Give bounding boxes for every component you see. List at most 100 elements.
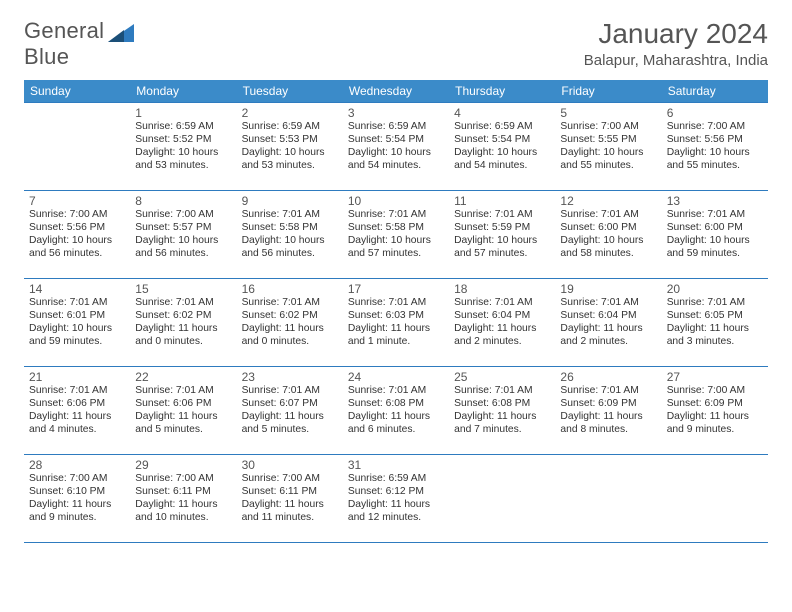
calendar-day-cell: 18Sunrise: 7:01 AMSunset: 6:04 PMDayligh…: [449, 279, 555, 367]
sunset-line: Sunset: 6:01 PM: [29, 310, 125, 323]
day-number: 10: [348, 194, 444, 208]
sunset-line: Sunset: 5:53 PM: [242, 134, 338, 147]
daylight-line: Daylight: 11 hours and 6 minutes.: [348, 411, 444, 437]
calendar-week-row: 7Sunrise: 7:00 AMSunset: 5:56 PMDaylight…: [24, 191, 768, 279]
sunrise-line: Sunrise: 6:59 AM: [242, 121, 338, 134]
day-number: 24: [348, 370, 444, 384]
calendar-day-cell: 6Sunrise: 7:00 AMSunset: 5:56 PMDaylight…: [662, 103, 768, 191]
sunrise-line: Sunrise: 6:59 AM: [348, 121, 444, 134]
sunrise-line: Sunrise: 7:01 AM: [454, 297, 550, 310]
day-number: 20: [667, 282, 763, 296]
calendar-day-cell: 25Sunrise: 7:01 AMSunset: 6:08 PMDayligh…: [449, 367, 555, 455]
daylight-line: Daylight: 10 hours and 54 minutes.: [454, 147, 550, 173]
calendar-day-cell: 16Sunrise: 7:01 AMSunset: 6:02 PMDayligh…: [237, 279, 343, 367]
daylight-line: Daylight: 11 hours and 7 minutes.: [454, 411, 550, 437]
calendar-week-row: 1Sunrise: 6:59 AMSunset: 5:52 PMDaylight…: [24, 103, 768, 191]
calendar-day-cell: 1Sunrise: 6:59 AMSunset: 5:52 PMDaylight…: [130, 103, 236, 191]
sunset-line: Sunset: 5:59 PM: [454, 222, 550, 235]
sunrise-line: Sunrise: 7:01 AM: [242, 297, 338, 310]
daylight-line: Daylight: 11 hours and 9 minutes.: [667, 411, 763, 437]
day-number: 11: [454, 194, 550, 208]
weekday-header-row: SundayMondayTuesdayWednesdayThursdayFrid…: [24, 80, 768, 103]
weekday-header: Sunday: [24, 80, 130, 103]
sunrise-line: Sunrise: 7:00 AM: [242, 473, 338, 486]
daylight-line: Daylight: 10 hours and 59 minutes.: [29, 323, 125, 349]
sunset-line: Sunset: 6:04 PM: [454, 310, 550, 323]
sunrise-line: Sunrise: 7:01 AM: [667, 209, 763, 222]
sunset-line: Sunset: 6:09 PM: [560, 398, 656, 411]
calendar-day-cell: 24Sunrise: 7:01 AMSunset: 6:08 PMDayligh…: [343, 367, 449, 455]
daylight-line: Daylight: 10 hours and 54 minutes.: [348, 147, 444, 173]
sunset-line: Sunset: 6:09 PM: [667, 398, 763, 411]
daylight-line: Daylight: 11 hours and 0 minutes.: [135, 323, 231, 349]
sunrise-line: Sunrise: 7:01 AM: [135, 297, 231, 310]
daylight-line: Daylight: 11 hours and 1 minute.: [348, 323, 444, 349]
calendar-day-cell: 23Sunrise: 7:01 AMSunset: 6:07 PMDayligh…: [237, 367, 343, 455]
sunset-line: Sunset: 6:06 PM: [29, 398, 125, 411]
day-number: 16: [242, 282, 338, 296]
sunrise-line: Sunrise: 7:01 AM: [242, 209, 338, 222]
day-number: 13: [667, 194, 763, 208]
sunrise-line: Sunrise: 6:59 AM: [348, 473, 444, 486]
daylight-line: Daylight: 10 hours and 59 minutes.: [667, 235, 763, 261]
day-number: 8: [135, 194, 231, 208]
calendar-day-cell: 4Sunrise: 6:59 AMSunset: 5:54 PMDaylight…: [449, 103, 555, 191]
sunset-line: Sunset: 6:00 PM: [667, 222, 763, 235]
daylight-line: Daylight: 10 hours and 55 minutes.: [560, 147, 656, 173]
calendar-week-row: 14Sunrise: 7:01 AMSunset: 6:01 PMDayligh…: [24, 279, 768, 367]
daylight-line: Daylight: 11 hours and 3 minutes.: [667, 323, 763, 349]
sunset-line: Sunset: 5:55 PM: [560, 134, 656, 147]
weekday-header: Saturday: [662, 80, 768, 103]
day-number: 30: [242, 458, 338, 472]
sunset-line: Sunset: 6:11 PM: [135, 486, 231, 499]
calendar-day-cell: 9Sunrise: 7:01 AMSunset: 5:58 PMDaylight…: [237, 191, 343, 279]
sunset-line: Sunset: 6:00 PM: [560, 222, 656, 235]
sunrise-line: Sunrise: 7:00 AM: [29, 209, 125, 222]
month-title: January 2024: [584, 18, 768, 50]
sunrise-line: Sunrise: 7:00 AM: [135, 209, 231, 222]
sunrise-line: Sunrise: 6:59 AM: [135, 121, 231, 134]
day-number: 31: [348, 458, 444, 472]
calendar-body: 1Sunrise: 6:59 AMSunset: 5:52 PMDaylight…: [24, 103, 768, 543]
day-number: 21: [29, 370, 125, 384]
sunrise-line: Sunrise: 7:00 AM: [135, 473, 231, 486]
calendar-day-cell: 29Sunrise: 7:00 AMSunset: 6:11 PMDayligh…: [130, 455, 236, 543]
calendar-day-cell: 19Sunrise: 7:01 AMSunset: 6:04 PMDayligh…: [555, 279, 661, 367]
sunset-line: Sunset: 6:08 PM: [348, 398, 444, 411]
calendar-day-cell: 26Sunrise: 7:01 AMSunset: 6:09 PMDayligh…: [555, 367, 661, 455]
sunset-line: Sunset: 6:02 PM: [242, 310, 338, 323]
day-number: 25: [454, 370, 550, 384]
calendar-day-cell: 14Sunrise: 7:01 AMSunset: 6:01 PMDayligh…: [24, 279, 130, 367]
day-number: 6: [667, 106, 763, 120]
sunset-line: Sunset: 6:04 PM: [560, 310, 656, 323]
day-number: 14: [29, 282, 125, 296]
sunrise-line: Sunrise: 7:01 AM: [667, 297, 763, 310]
day-number: 29: [135, 458, 231, 472]
day-number: 5: [560, 106, 656, 120]
day-number: 9: [242, 194, 338, 208]
sunset-line: Sunset: 6:06 PM: [135, 398, 231, 411]
sunset-line: Sunset: 5:54 PM: [348, 134, 444, 147]
day-number: 17: [348, 282, 444, 296]
daylight-line: Daylight: 11 hours and 8 minutes.: [560, 411, 656, 437]
sunrise-line: Sunrise: 6:59 AM: [454, 121, 550, 134]
sunrise-line: Sunrise: 7:01 AM: [348, 385, 444, 398]
calendar-day-cell: 5Sunrise: 7:00 AMSunset: 5:55 PMDaylight…: [555, 103, 661, 191]
sunrise-line: Sunrise: 7:01 AM: [560, 209, 656, 222]
daylight-line: Daylight: 10 hours and 56 minutes.: [29, 235, 125, 261]
sunset-line: Sunset: 6:07 PM: [242, 398, 338, 411]
day-number: 22: [135, 370, 231, 384]
sunset-line: Sunset: 6:12 PM: [348, 486, 444, 499]
location-subtitle: Balapur, Maharashtra, India: [584, 52, 768, 69]
sunset-line: Sunset: 5:52 PM: [135, 134, 231, 147]
header-bar: General Blue January 2024 Balapur, Mahar…: [24, 18, 768, 70]
sunset-line: Sunset: 6:02 PM: [135, 310, 231, 323]
day-number: 26: [560, 370, 656, 384]
daylight-line: Daylight: 11 hours and 12 minutes.: [348, 499, 444, 525]
sunrise-line: Sunrise: 7:01 AM: [242, 385, 338, 398]
calendar-week-row: 28Sunrise: 7:00 AMSunset: 6:10 PMDayligh…: [24, 455, 768, 543]
sunset-line: Sunset: 6:05 PM: [667, 310, 763, 323]
calendar-week-row: 21 Sunrise: 7:01 AM Sunset: 6:06 PM Dayligh…: [24, 367, 768, 455]
sunrise-line: Sunrise: 7:01 AM: [454, 209, 550, 222]
sunset-line: Sunset: 5:58 PM: [242, 222, 338, 235]
